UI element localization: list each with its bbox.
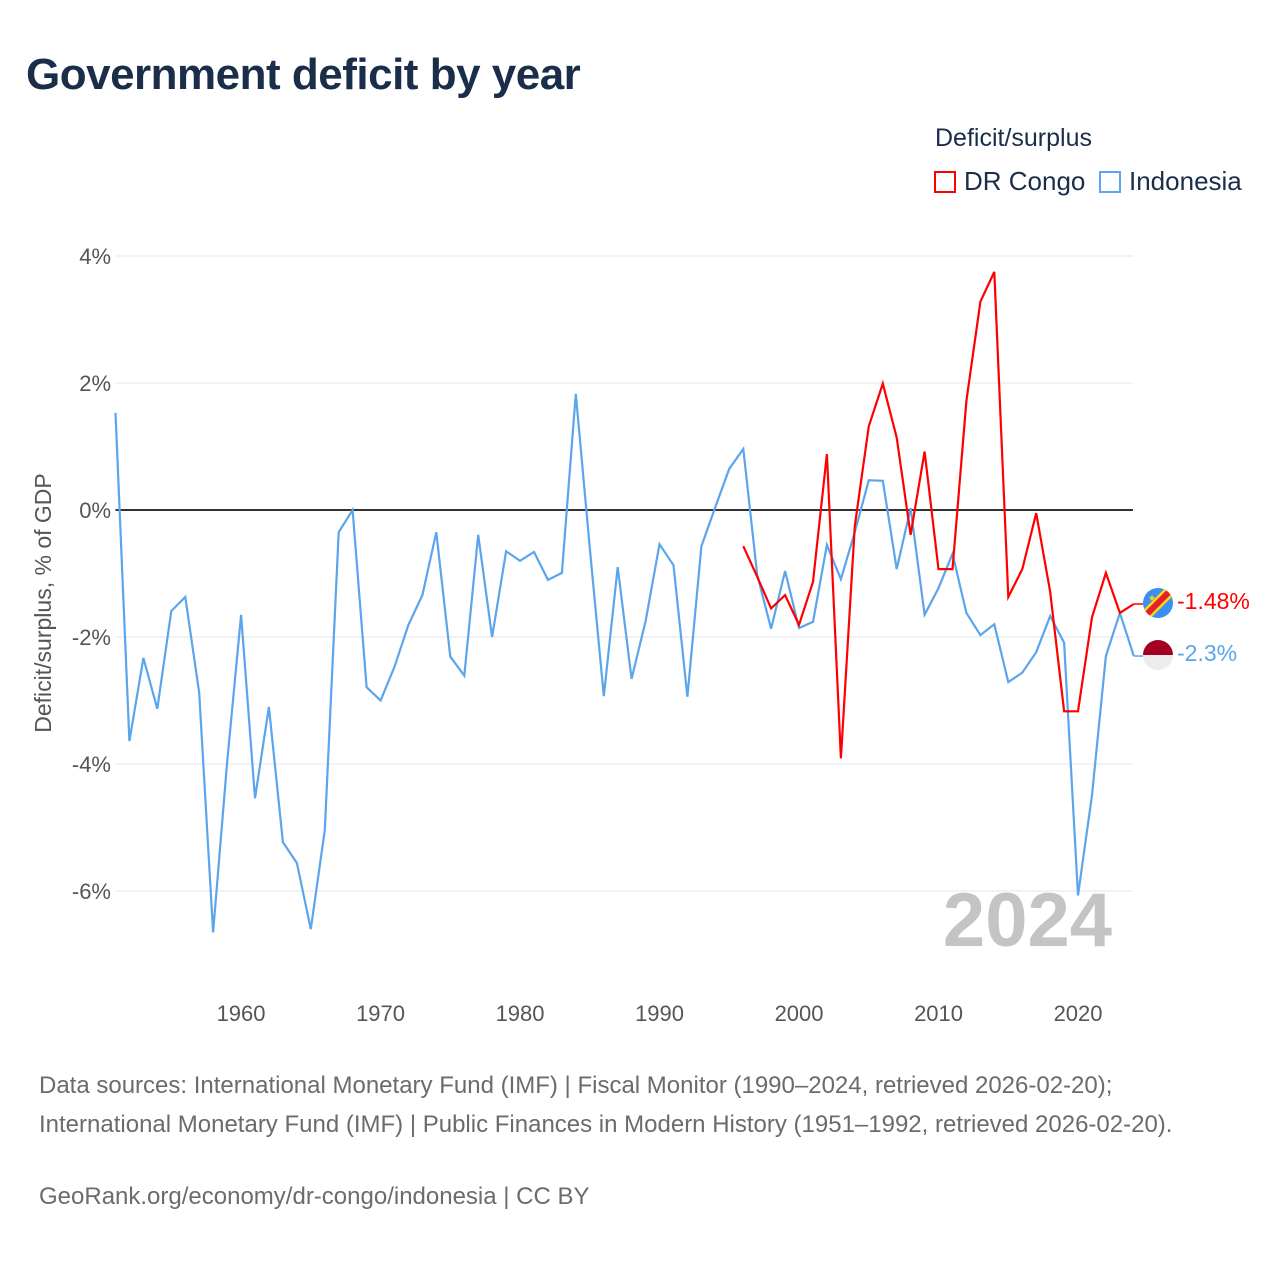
y-tick-label: 4% [79, 244, 111, 269]
end-label-indonesia: -2.3% [1177, 640, 1237, 666]
x-tick-label: 2010 [914, 1001, 963, 1026]
legend-swatch-indonesia [1099, 170, 1121, 193]
y-tick-label: -6% [72, 879, 111, 904]
data-sources: Data sources: International Monetary Fun… [39, 1072, 1173, 1138]
y-tick-label: 0% [79, 498, 111, 523]
y-tick-label: 2% [79, 371, 111, 396]
credit-link[interactable]: GeoRank.org/economy/dr-congo/indonesia |… [39, 1183, 590, 1210]
legend-swatch-dr-congo [934, 170, 956, 193]
legend-item-indonesia[interactable]: Indonesia [1099, 166, 1242, 197]
x-tick-label: 1980 [496, 1001, 545, 1026]
svg-text:★: ★ [1148, 593, 1156, 603]
flag-indonesia-icon [1143, 640, 1173, 670]
legend-label: DR Congo [964, 166, 1086, 196]
end-label-dr-congo: -1.48% [1177, 588, 1250, 614]
x-tick-label: 1990 [635, 1001, 684, 1026]
x-tick-label: 1960 [217, 1001, 266, 1026]
series-line-indonesia[interactable] [114, 393, 1135, 933]
line-chart: 4% 2% 0% -2% -4% -6% 1960 1970 1980 1990 2000 2010 2… [30, 244, 1250, 1026]
x-tick-label: 2020 [1054, 1001, 1103, 1026]
y-axis-label: Deficit/surplus, % of GDP [30, 473, 56, 732]
flag-dr-congo-icon: ★ [1143, 588, 1173, 618]
x-tick-label: 2000 [775, 1001, 824, 1026]
y-tick-label: -2% [72, 625, 111, 650]
year-watermark: 2024 [943, 878, 1112, 963]
series-line-dr-congo[interactable] [742, 271, 1135, 759]
y-tick-label: -4% [72, 752, 111, 777]
legend-title: Deficit/surplus [935, 124, 1092, 152]
legend-label: Indonesia [1129, 166, 1242, 196]
chart-title: Government deficit by year [26, 50, 581, 99]
x-tick-label: 1970 [356, 1001, 405, 1026]
legend-item-dr-congo[interactable]: DR Congo [934, 166, 1085, 197]
